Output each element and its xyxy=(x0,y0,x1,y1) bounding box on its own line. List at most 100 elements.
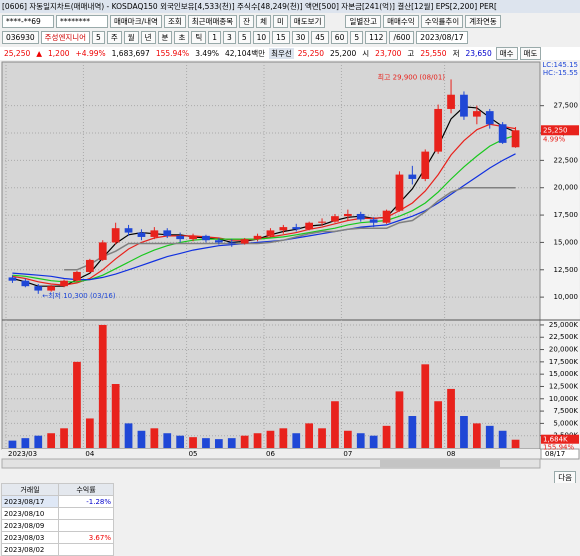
toolbar-button[interactable]: 계좌연동 xyxy=(465,15,501,28)
volume-bar xyxy=(485,425,494,448)
volume-bar xyxy=(163,433,172,448)
last-price-label: 25,250 xyxy=(543,126,568,134)
return-cell xyxy=(58,519,114,532)
candle-body xyxy=(498,124,507,143)
quote-field: 1,683,697 xyxy=(111,49,150,58)
candle-body xyxy=(408,174,417,179)
volume-bar xyxy=(408,416,417,448)
toolbar-button[interactable]: 10 xyxy=(252,31,271,44)
volume-bar xyxy=(305,423,314,448)
toolbar-button[interactable]: 초 xyxy=(174,31,190,44)
y-tick-label: 20,000K xyxy=(549,346,578,354)
scroll-thumb[interactable] xyxy=(380,460,500,467)
y-tick-label: 17,500K xyxy=(549,358,578,366)
toolbar-button[interactable]: 3 xyxy=(223,31,236,44)
y-tick-label: 25,000K xyxy=(549,321,578,329)
volume-bar xyxy=(98,324,107,448)
corner-label: HC:-15.55 xyxy=(543,69,578,77)
y-tick-label: 10,000K xyxy=(549,395,578,403)
toolbar-button[interactable]: 월 xyxy=(123,31,139,44)
volume-bar xyxy=(434,401,443,448)
candle-body xyxy=(266,230,275,236)
toolbar-button[interactable]: 조회 xyxy=(163,15,186,28)
x-tick-label: 07 xyxy=(343,450,352,458)
return-cell xyxy=(58,507,114,520)
candle-body xyxy=(421,151,430,179)
column-header: 수익률 xyxy=(58,483,114,496)
candle-body xyxy=(292,227,301,230)
toolbar-button[interactable]: 30 xyxy=(291,31,310,44)
quote-field: 시 xyxy=(362,49,370,58)
toolbar-button[interactable]: 수익률추이 xyxy=(420,15,464,28)
candle-body xyxy=(511,130,520,148)
candle-body xyxy=(227,242,236,244)
toolbar-button[interactable]: 주성엔지니어 xyxy=(40,31,91,44)
input-field[interactable]: ******** xyxy=(56,15,108,28)
scrollbar[interactable] xyxy=(1,458,541,469)
x-tick-label: 04 xyxy=(85,450,94,458)
toolbar-button[interactable]: 분 xyxy=(157,31,173,44)
volume-bar xyxy=(8,440,17,448)
toolbar-button[interactable]: 1 xyxy=(208,31,222,44)
x-tick-label: 08 xyxy=(447,450,456,458)
table-row: 2023/08/17 -1.28% xyxy=(1,495,114,508)
toolbar-button[interactable]: 15 xyxy=(272,31,290,44)
toolbar-button[interactable]: 미 xyxy=(272,15,288,28)
toolbar-button[interactable]: 년 xyxy=(140,31,156,44)
toolbar-button[interactable]: 잔 xyxy=(239,15,255,28)
volume-bar xyxy=(266,430,275,448)
candle-body xyxy=(150,230,159,237)
y-tick-label: 12,500K xyxy=(549,382,578,390)
toolbar-button[interactable]: 112 xyxy=(365,31,388,44)
volume-bar xyxy=(472,423,481,448)
toolbar-button[interactable]: 60 xyxy=(330,31,349,44)
quote-field: 23,650 xyxy=(465,49,492,58)
change-label: 4.99% xyxy=(543,135,566,143)
toolbar-button[interactable]: 45 xyxy=(311,31,329,44)
annotation: ←최저 10,300 (03/16) xyxy=(42,291,116,300)
last-volume-box xyxy=(541,434,579,444)
next-button[interactable]: 다음 xyxy=(554,471,576,483)
volume-bar xyxy=(498,430,507,448)
y-tick-label: 15,000 xyxy=(554,238,579,246)
quote-field: 42,104백만 xyxy=(225,49,266,58)
candle-body xyxy=(460,94,468,117)
volume-bar xyxy=(85,418,94,448)
quote-field: 저 xyxy=(452,49,460,58)
toolbar-button[interactable]: /600 xyxy=(389,31,415,44)
volume-bar xyxy=(369,435,378,448)
volume-bar xyxy=(292,433,301,448)
order-button[interactable]: 매수 xyxy=(495,47,518,60)
quote-field: 고 xyxy=(407,49,415,58)
toolbar-button[interactable]: 매매마크/내역 xyxy=(110,15,162,28)
toolbar-button[interactable]: 최근매매종목 xyxy=(187,15,238,28)
toolbar-button[interactable]: 5 xyxy=(237,31,251,44)
volume-bar xyxy=(227,438,236,448)
volume-bar xyxy=(343,430,352,448)
candle-body xyxy=(382,210,391,223)
volume-bar xyxy=(202,438,210,448)
return-cell: 3.67% xyxy=(58,531,114,544)
toolbar-button[interactable]: 체 xyxy=(256,15,271,28)
toolbar-button[interactable]: 일별잔고 xyxy=(345,15,382,28)
volume-bar xyxy=(240,435,249,448)
volume-bar xyxy=(253,433,262,448)
candle-body xyxy=(60,280,68,287)
toolbar-button[interactable]: 주 xyxy=(106,31,122,44)
quote-field: 155.94% xyxy=(155,49,190,58)
input-field[interactable]: ****-**69 xyxy=(2,15,54,28)
volume-bar xyxy=(460,416,468,448)
order-button[interactable]: 매도 xyxy=(519,47,542,60)
toolbar-row: 036930 주성엔지니어 5 주 월 년 분 초 틱 1 3 5 10 15 30 45 60 5 112/600… xyxy=(0,31,580,44)
toolbar-button[interactable]: 5 xyxy=(92,31,105,44)
toolbar-button[interactable]: 매도보기 xyxy=(289,15,326,28)
toolbar-button[interactable]: 틱 xyxy=(191,31,207,44)
toolbar-button[interactable]: 5 xyxy=(350,31,364,44)
input-field[interactable]: 036930 xyxy=(2,31,39,44)
input-field[interactable]: 2023/08/17 xyxy=(416,31,468,44)
table-row: 2023/08/03 3.67% xyxy=(1,531,114,544)
last-volume-label: 1,684K xyxy=(543,436,568,444)
volume-bar xyxy=(189,437,197,448)
toolbar-button[interactable]: 매매수익 xyxy=(383,15,419,28)
